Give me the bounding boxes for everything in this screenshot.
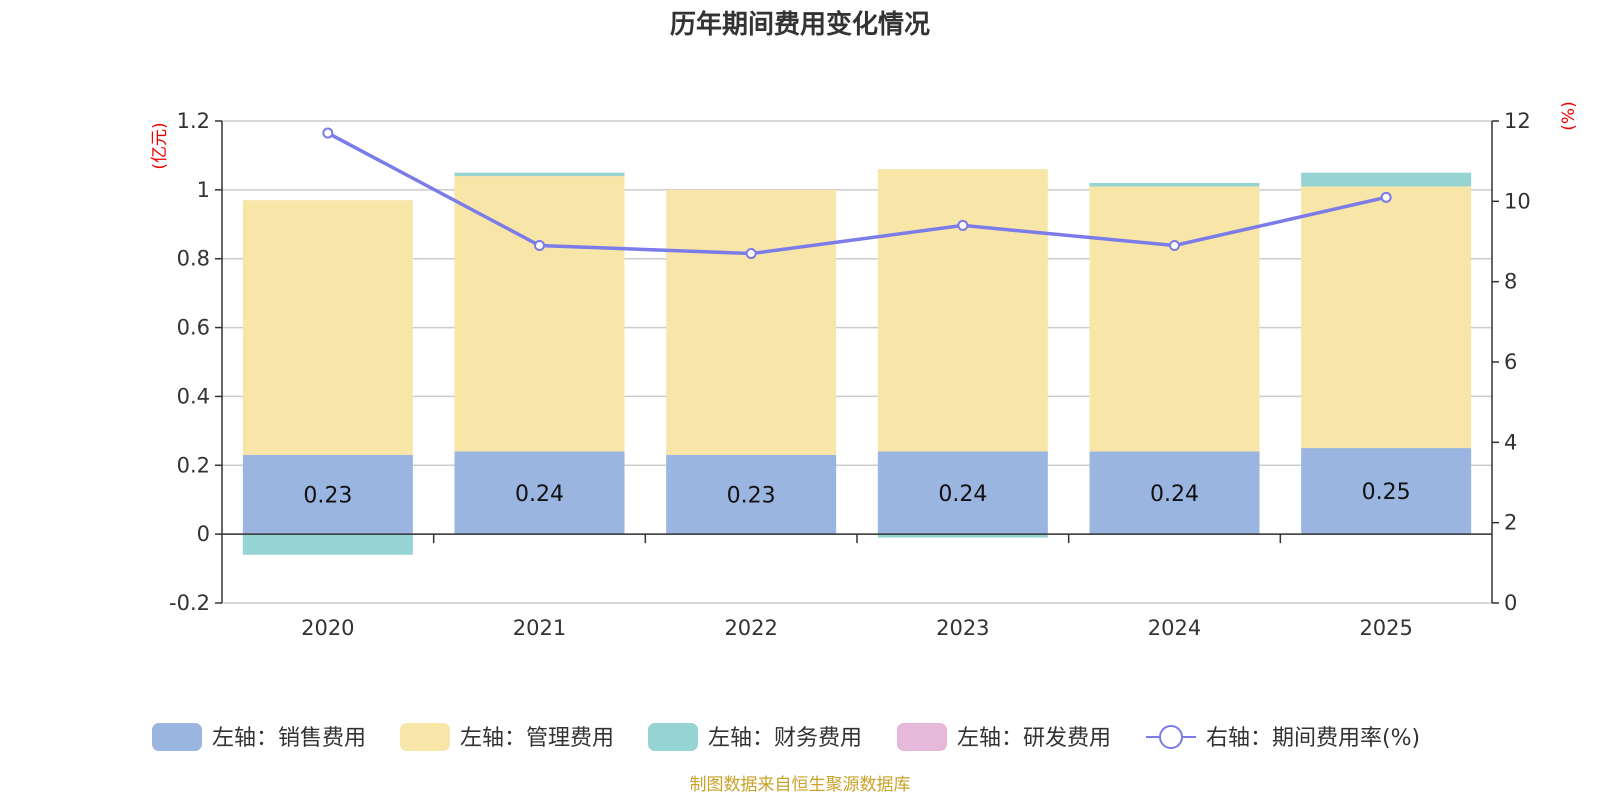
bar-finance-2021 bbox=[454, 172, 625, 177]
x-tick-label: 2023 bbox=[936, 616, 989, 640]
legend: 左轴：销售费用 左轴：管理费用 左轴：财务费用 左轴：研发费用 右轴：期间费用率(%) bbox=[152, 723, 1420, 751]
right-tick-label: 12 bbox=[1504, 109, 1531, 133]
rate-line bbox=[322, 127, 1392, 260]
rate-point-2022 bbox=[745, 248, 757, 260]
right-tick-label: 8 bbox=[1504, 270, 1517, 294]
axes: -0.2 0 0.2 0.4 0.6 0.8 1 1.2 0 2 4 6 8 10 12 2020 2021 20… bbox=[169, 109, 1531, 640]
left-tick-label: -0.2 bbox=[169, 591, 210, 615]
left-tick-label: 0.2 bbox=[177, 453, 210, 477]
data-labels: 0.23 0.24 0.23 0.24 0.24 0.25 bbox=[303, 480, 1410, 508]
right-tick-label: 4 bbox=[1504, 430, 1517, 454]
bar-admin-2020 bbox=[242, 200, 413, 455]
bar-finance-2024 bbox=[1089, 182, 1260, 187]
x-tick-label: 2022 bbox=[724, 616, 777, 640]
legend-swatch bbox=[648, 723, 698, 751]
left-tick-label: 1.2 bbox=[177, 109, 210, 133]
left-tick-label: 1 bbox=[197, 178, 210, 202]
x-tick-label: 2025 bbox=[1359, 616, 1412, 640]
right-tick-label: 6 bbox=[1504, 350, 1517, 374]
source-note: 制图数据来自恒生聚源数据库 bbox=[690, 775, 911, 795]
rate-point-2021 bbox=[534, 240, 545, 252]
x-tick-label: 2020 bbox=[301, 616, 354, 640]
left-axis-unit: (亿元) bbox=[150, 122, 170, 169]
bar-admin-2022 bbox=[666, 189, 837, 455]
bars bbox=[242, 169, 1472, 555]
right-tick-label: 0 bbox=[1504, 591, 1517, 615]
bar-finance-2023 bbox=[877, 534, 1048, 538]
left-tick-label: 0.4 bbox=[177, 384, 210, 408]
left-tick-label: 0.6 bbox=[177, 316, 210, 340]
bar-sales-2020 bbox=[242, 454, 413, 535]
bar-sales-2025 bbox=[1301, 448, 1472, 535]
bar-sales-2023 bbox=[877, 451, 1048, 535]
bar-admin-2023 bbox=[877, 169, 1048, 452]
data-label: 0.24 bbox=[515, 482, 564, 507]
data-label: 0.24 bbox=[938, 482, 987, 507]
data-label: 0.25 bbox=[1362, 480, 1411, 505]
chart-title: 历年期间费用变化情况 bbox=[670, 9, 930, 40]
x-tick-label: 2024 bbox=[1148, 616, 1201, 640]
right-tick-label: 2 bbox=[1504, 511, 1517, 535]
bar-admin-2025 bbox=[1301, 186, 1472, 449]
legend-label: 左轴：研发费用 bbox=[957, 726, 1111, 751]
legend-swatch bbox=[897, 723, 947, 751]
data-label: 0.24 bbox=[1150, 482, 1199, 507]
bar-admin-2021 bbox=[454, 176, 625, 452]
right-tick-label: 10 bbox=[1504, 189, 1531, 213]
rate-point-2025 bbox=[1380, 191, 1392, 203]
legend-swatch bbox=[400, 723, 450, 751]
rate-point-2024 bbox=[1169, 240, 1180, 252]
legend-label: 左轴：管理费用 bbox=[460, 726, 614, 751]
rate-line-path bbox=[327, 131, 1387, 256]
legend-label: 右轴：期间费用率(%) bbox=[1206, 726, 1420, 751]
bar-finance-2020 bbox=[242, 534, 413, 555]
data-label: 0.23 bbox=[727, 484, 776, 509]
bar-sales-2022 bbox=[666, 454, 837, 535]
bar-sales-2021 bbox=[454, 451, 625, 535]
bar-finance-2025 bbox=[1301, 172, 1472, 187]
rate-point-2020 bbox=[322, 127, 334, 139]
bar-sales-2024 bbox=[1089, 451, 1260, 535]
x-tick-label: 2021 bbox=[513, 616, 566, 640]
legend-label: 左轴：财务费用 bbox=[708, 726, 862, 751]
right-axis-unit: (%) bbox=[1559, 101, 1579, 130]
rate-point-2023 bbox=[957, 219, 969, 231]
bar-admin-2024 bbox=[1089, 186, 1260, 452]
left-tick-label: 0 bbox=[197, 522, 210, 546]
legend-line-marker bbox=[1159, 725, 1183, 749]
legend-label: 左轴：销售费用 bbox=[212, 726, 366, 751]
legend-swatch bbox=[152, 723, 202, 751]
left-tick-label: 0.8 bbox=[177, 247, 210, 271]
data-label: 0.23 bbox=[303, 484, 352, 509]
